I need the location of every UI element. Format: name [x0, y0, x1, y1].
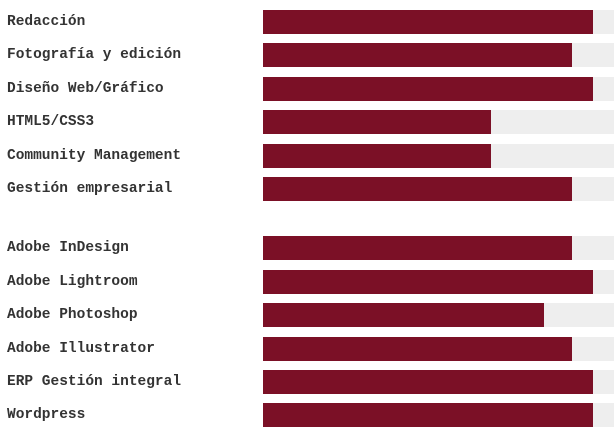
skill-bar-fill: [263, 236, 572, 260]
skill-label: Diseño Web/Gráfico: [7, 81, 164, 97]
skill-row-wordpress: Wordpress: [0, 403, 614, 427]
skill-bar-fill: [263, 110, 492, 134]
skill-label: Fotografía y edición: [7, 47, 182, 63]
skill-row-erp: ERP Gestión integral: [0, 370, 614, 394]
skill-row-gestion: Gestión empresarial: [0, 177, 614, 201]
skill-label: Adobe Lightroom: [7, 274, 138, 290]
skill-label: Wordpress: [7, 407, 86, 423]
skill-bar-track: [263, 10, 614, 34]
skill-bar-fill: [263, 177, 572, 201]
skill-label: Adobe InDesign: [7, 240, 129, 256]
skill-bar-fill: [263, 270, 593, 294]
skill-bar-track: [263, 144, 614, 168]
skill-label: Community Management: [7, 148, 182, 164]
skill-row-lightroom: Adobe Lightroom: [0, 270, 614, 294]
skill-row-html-css: HTML5/CSS3: [0, 110, 614, 134]
skill-bar-fill: [263, 77, 593, 101]
skill-bar-track: [263, 110, 614, 134]
skill-label: Gestión empresarial: [7, 181, 173, 197]
skill-bar-fill: [263, 370, 593, 394]
skill-bar-track: [263, 270, 614, 294]
skill-row-photoshop: Adobe Photoshop: [0, 303, 614, 327]
skill-row-indesign: Adobe InDesign: [0, 236, 614, 260]
skill-bar-track: [263, 236, 614, 260]
skill-bar-fill: [263, 10, 593, 34]
skill-row-diseno: Diseño Web/Gráfico: [0, 77, 614, 101]
skill-bar-track: [263, 177, 614, 201]
skill-bar-track: [263, 43, 614, 67]
skill-row-fotografia: Fotografía y edición: [0, 43, 614, 67]
skill-bar-fill: [263, 337, 572, 361]
skill-bar-track: [263, 303, 614, 327]
skill-row-community: Community Management: [0, 144, 614, 168]
skill-bar-fill: [263, 303, 544, 327]
skill-bar-fill: [263, 43, 572, 67]
skill-bar-fill: [263, 403, 593, 427]
skill-label: HTML5/CSS3: [7, 114, 95, 130]
skill-bar-track: [263, 77, 614, 101]
skill-label: Redacción: [7, 14, 86, 30]
skill-label: Adobe Photoshop: [7, 307, 138, 323]
skill-label: ERP Gestión integral: [7, 374, 182, 390]
skill-bar-track: [263, 337, 614, 361]
skill-label: Adobe Illustrator: [7, 341, 155, 357]
skill-bar-track: [263, 403, 614, 427]
skill-row-redaccion: Redacción: [0, 10, 614, 34]
skill-row-illustrator: Adobe Illustrator: [0, 337, 614, 361]
skill-bar-fill: [263, 144, 492, 168]
skill-bar-track: [263, 370, 614, 394]
